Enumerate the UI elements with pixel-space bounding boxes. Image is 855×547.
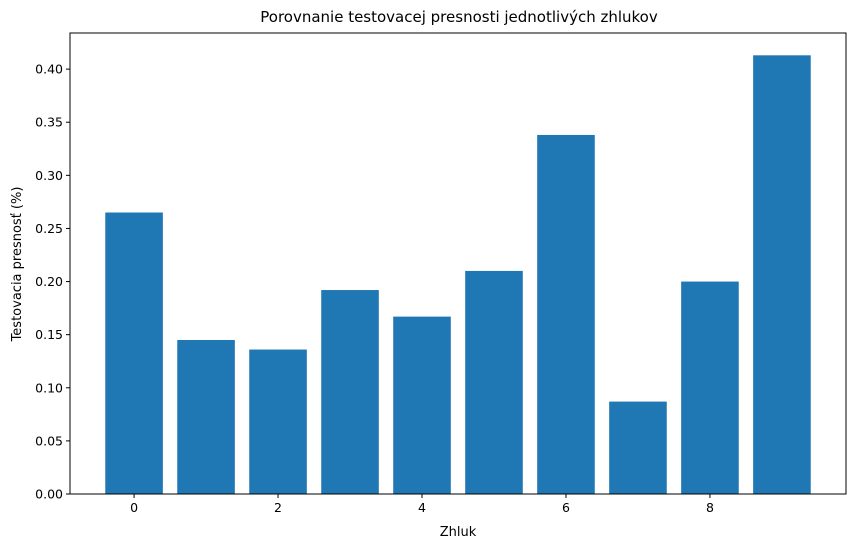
y-tick-label: 0.25	[35, 221, 63, 236]
bar-cluster-0	[105, 212, 163, 494]
x-axis-label: Zhluk	[440, 525, 477, 540]
bar-cluster-8	[681, 281, 739, 494]
bar-cluster-7	[609, 401, 667, 494]
y-tick-label: 0.00	[35, 487, 63, 502]
y-axis-label: Testovacia presnosť (%)	[10, 187, 25, 343]
x-tick-label: 2	[274, 500, 282, 515]
x-tick-label: 4	[418, 500, 426, 515]
x-tick-label: 8	[706, 500, 714, 515]
y-tick-label: 0.30	[35, 168, 63, 183]
y-tick-label: 0.05	[35, 433, 63, 448]
bars-group	[105, 55, 811, 494]
chart-title: Porovnanie testovacej presnosti jednotli…	[260, 8, 658, 26]
bar-cluster-5	[465, 270, 523, 494]
bar-cluster-4	[393, 316, 451, 494]
x-tick-label: 0	[130, 500, 138, 515]
y-tick-label: 0.10	[35, 380, 63, 395]
x-axis-ticks: 0 2 4 6 8	[130, 494, 714, 515]
x-tick-label: 6	[562, 500, 570, 515]
y-tick-label: 0.35	[35, 115, 63, 130]
y-axis-ticks: 0.00 0.05 0.10 0.15 0.20 0.25 0.30 0.35 0.40	[35, 62, 70, 502]
y-tick-label: 0.40	[35, 62, 63, 77]
bar-cluster-6	[537, 134, 595, 494]
bar-cluster-1	[177, 339, 235, 494]
bar-cluster-3	[321, 290, 379, 494]
bar-cluster-9	[753, 55, 811, 494]
y-tick-label: 0.20	[35, 274, 63, 289]
bar-cluster-2	[249, 349, 307, 494]
axes-frame	[69, 32, 847, 495]
y-tick-label: 0.15	[35, 327, 63, 342]
